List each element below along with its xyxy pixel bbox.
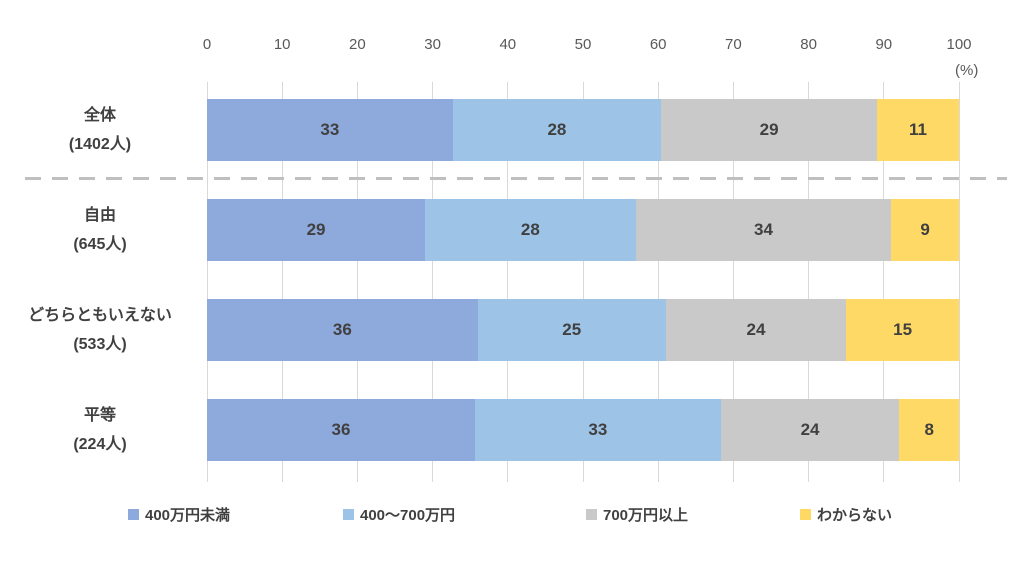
gridline: [883, 82, 885, 482]
bar-row: 36 33 24 8: [207, 399, 959, 461]
category-label-count: (1402人): [68, 136, 132, 153]
bar-segment: 25: [477, 299, 666, 361]
gridline: [206, 82, 208, 482]
segment-value-label: 28: [547, 120, 567, 139]
gridline: [657, 82, 659, 482]
segment-value-label: 36: [332, 320, 352, 339]
legend-swatch-icon: [343, 509, 354, 520]
bar-row: 36 25 24 15: [207, 299, 959, 361]
category-label: 平等 (224人): [0, 399, 200, 461]
segment-value-label: 24: [800, 420, 820, 439]
segment-value-label: 25: [562, 320, 582, 339]
bar-segment: 24: [720, 399, 900, 461]
bar-segment: 11: [877, 99, 959, 161]
bar-segment: 24: [665, 299, 847, 361]
bar-segment: 28: [425, 199, 636, 261]
plot-area: 33 28 29 11 29 28 34 9 36 25 24 15 36 33 24 8: [206, 82, 960, 482]
bar-segment: 33: [207, 99, 453, 161]
bar-segment: 29: [207, 199, 426, 261]
segment-value-label: 33: [320, 120, 340, 139]
bar-row: 33 28 29 11: [207, 99, 959, 161]
category-label-count: (224人): [73, 436, 127, 453]
category-label: 自由 (645人): [0, 199, 200, 261]
legend-item: 400万円未満: [128, 504, 230, 525]
category-label-main: 全体: [83, 107, 116, 124]
x-tick-label: 60: [649, 36, 667, 53]
x-tick-label: 50: [574, 36, 592, 53]
gridline: [356, 82, 358, 482]
segment-value-label: 29: [759, 120, 779, 139]
legend-swatch-icon: [800, 509, 811, 520]
legend-swatch-icon: [128, 509, 139, 520]
legend-item: 700万円以上: [586, 504, 688, 525]
segment-value-label: 34: [754, 220, 773, 239]
dashed-divider: [25, 177, 1007, 180]
segment-value-label: 33: [588, 420, 608, 439]
segment-value-label: 11: [909, 120, 927, 139]
gridline: [432, 82, 434, 482]
axis-unit-label: (%): [955, 62, 979, 79]
segment-value-label: 24: [746, 320, 766, 339]
x-tick-label: 20: [349, 36, 366, 53]
x-tick-label: 90: [875, 36, 893, 53]
x-tick-label: 0: [202, 36, 212, 53]
bar-segment: 29: [661, 99, 878, 161]
legend-item: わからない: [800, 504, 892, 525]
bar-segment: 28: [452, 99, 662, 161]
bar-segment: 34: [635, 199, 892, 261]
category-label: どちらともいえない (533人): [0, 299, 200, 361]
gridline: [732, 82, 734, 482]
x-tick-label: 70: [725, 36, 742, 53]
segment-value-label: 28: [520, 220, 540, 239]
segment-value-label: 29: [306, 220, 326, 239]
category-label-main: 平等: [83, 407, 116, 424]
legend: 400万円未満 400～700万円 700万円以上 わからない: [0, 504, 1032, 534]
bar-segment: 9: [891, 199, 959, 261]
category-label-count: (533人): [73, 336, 127, 353]
segment-value-label: 15: [893, 320, 913, 339]
gridline: [958, 82, 960, 482]
gridline: [281, 82, 283, 482]
bar-row: 29 28 34 9: [207, 199, 959, 261]
category-label-count: (645人): [73, 236, 127, 253]
bar-segment: 36: [207, 399, 476, 461]
gridline: [808, 82, 810, 482]
bar-segment: 33: [475, 399, 721, 461]
legend-label: 400～700万円: [360, 507, 456, 524]
segment-value-label: 8: [924, 420, 934, 439]
legend-label: 700万円以上: [603, 507, 689, 524]
legend-item: 400～700万円: [343, 504, 455, 525]
category-label-main: どちらともいえない: [28, 307, 172, 324]
bar-segment: 8: [899, 399, 959, 461]
x-tick-label: 100: [946, 36, 972, 53]
category-label-main: 自由: [83, 207, 116, 224]
segment-value-label: 9: [920, 220, 930, 239]
legend-label: わからない: [817, 507, 893, 524]
category-label: 全体 (1402人): [0, 99, 200, 161]
x-tick-label: 40: [499, 36, 517, 53]
bar-segment: 36: [207, 299, 478, 361]
bar-segment: 15: [846, 299, 959, 361]
x-tick-label: 80: [800, 36, 817, 53]
gridline: [507, 82, 509, 482]
category-labels: 全体 (1402人) 自由 (645人) どちらともいえない (533人) 平等 (224人): [0, 82, 200, 482]
x-tick-label: 30: [424, 36, 441, 53]
segment-value-label: 36: [331, 420, 351, 439]
x-tick-label: 10: [273, 36, 291, 53]
legend-label: 400万円未満: [145, 507, 231, 524]
gridline: [582, 82, 584, 482]
x-axis: 0 10 20 30 40 50 60 70 80 90 100: [203, 36, 972, 56]
legend-swatch-icon: [586, 509, 597, 520]
